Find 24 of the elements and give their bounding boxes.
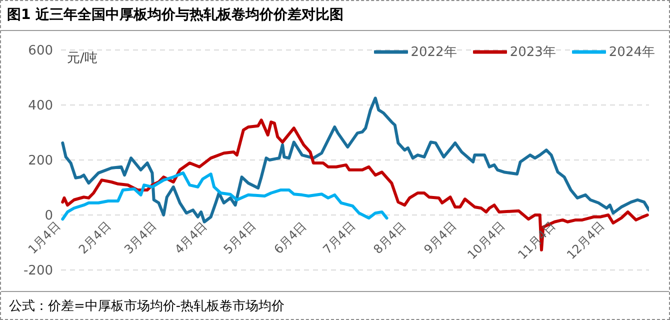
y-axis-title: 元/吨 xyxy=(67,50,98,67)
x-tick-label: 2月4日 xyxy=(76,218,114,257)
x-tick-label: 12月4日 xyxy=(564,218,608,262)
x-tick-label: 4月4日 xyxy=(172,218,210,257)
y-tick-label: 200 xyxy=(28,154,53,169)
x-tick-label: 3月4日 xyxy=(122,218,160,257)
x-tick-label: 8月4日 xyxy=(370,218,408,257)
y-tick-label: 400 xyxy=(28,98,53,114)
x-tick-label: 9月4日 xyxy=(421,218,459,257)
legend-label: 2023年 xyxy=(510,44,556,61)
x-tick-label: 1月4日 xyxy=(25,218,64,257)
y-tick-label: -200 xyxy=(23,264,53,279)
y-tick-label: 600 xyxy=(28,44,53,59)
legend-label: 2024年 xyxy=(608,44,655,61)
line-series xyxy=(61,96,649,224)
x-tick-label: 6月4日 xyxy=(271,218,310,257)
x-tick-label: 5月4日 xyxy=(220,218,259,257)
legend-label: 2022年 xyxy=(410,44,457,61)
chart-title: 图1 近三年全国中厚板均价与热轧板卷均价价差对比图 xyxy=(1,1,669,31)
line-series xyxy=(61,171,388,221)
x-tick-label: 10月4日 xyxy=(464,218,508,262)
x-tick-label: 7月4日 xyxy=(320,218,358,257)
x-tick-label: 11月4日 xyxy=(515,218,558,262)
text: 公式：价差=中厚板市场均价-热轧板卷市场均价 xyxy=(9,299,285,314)
